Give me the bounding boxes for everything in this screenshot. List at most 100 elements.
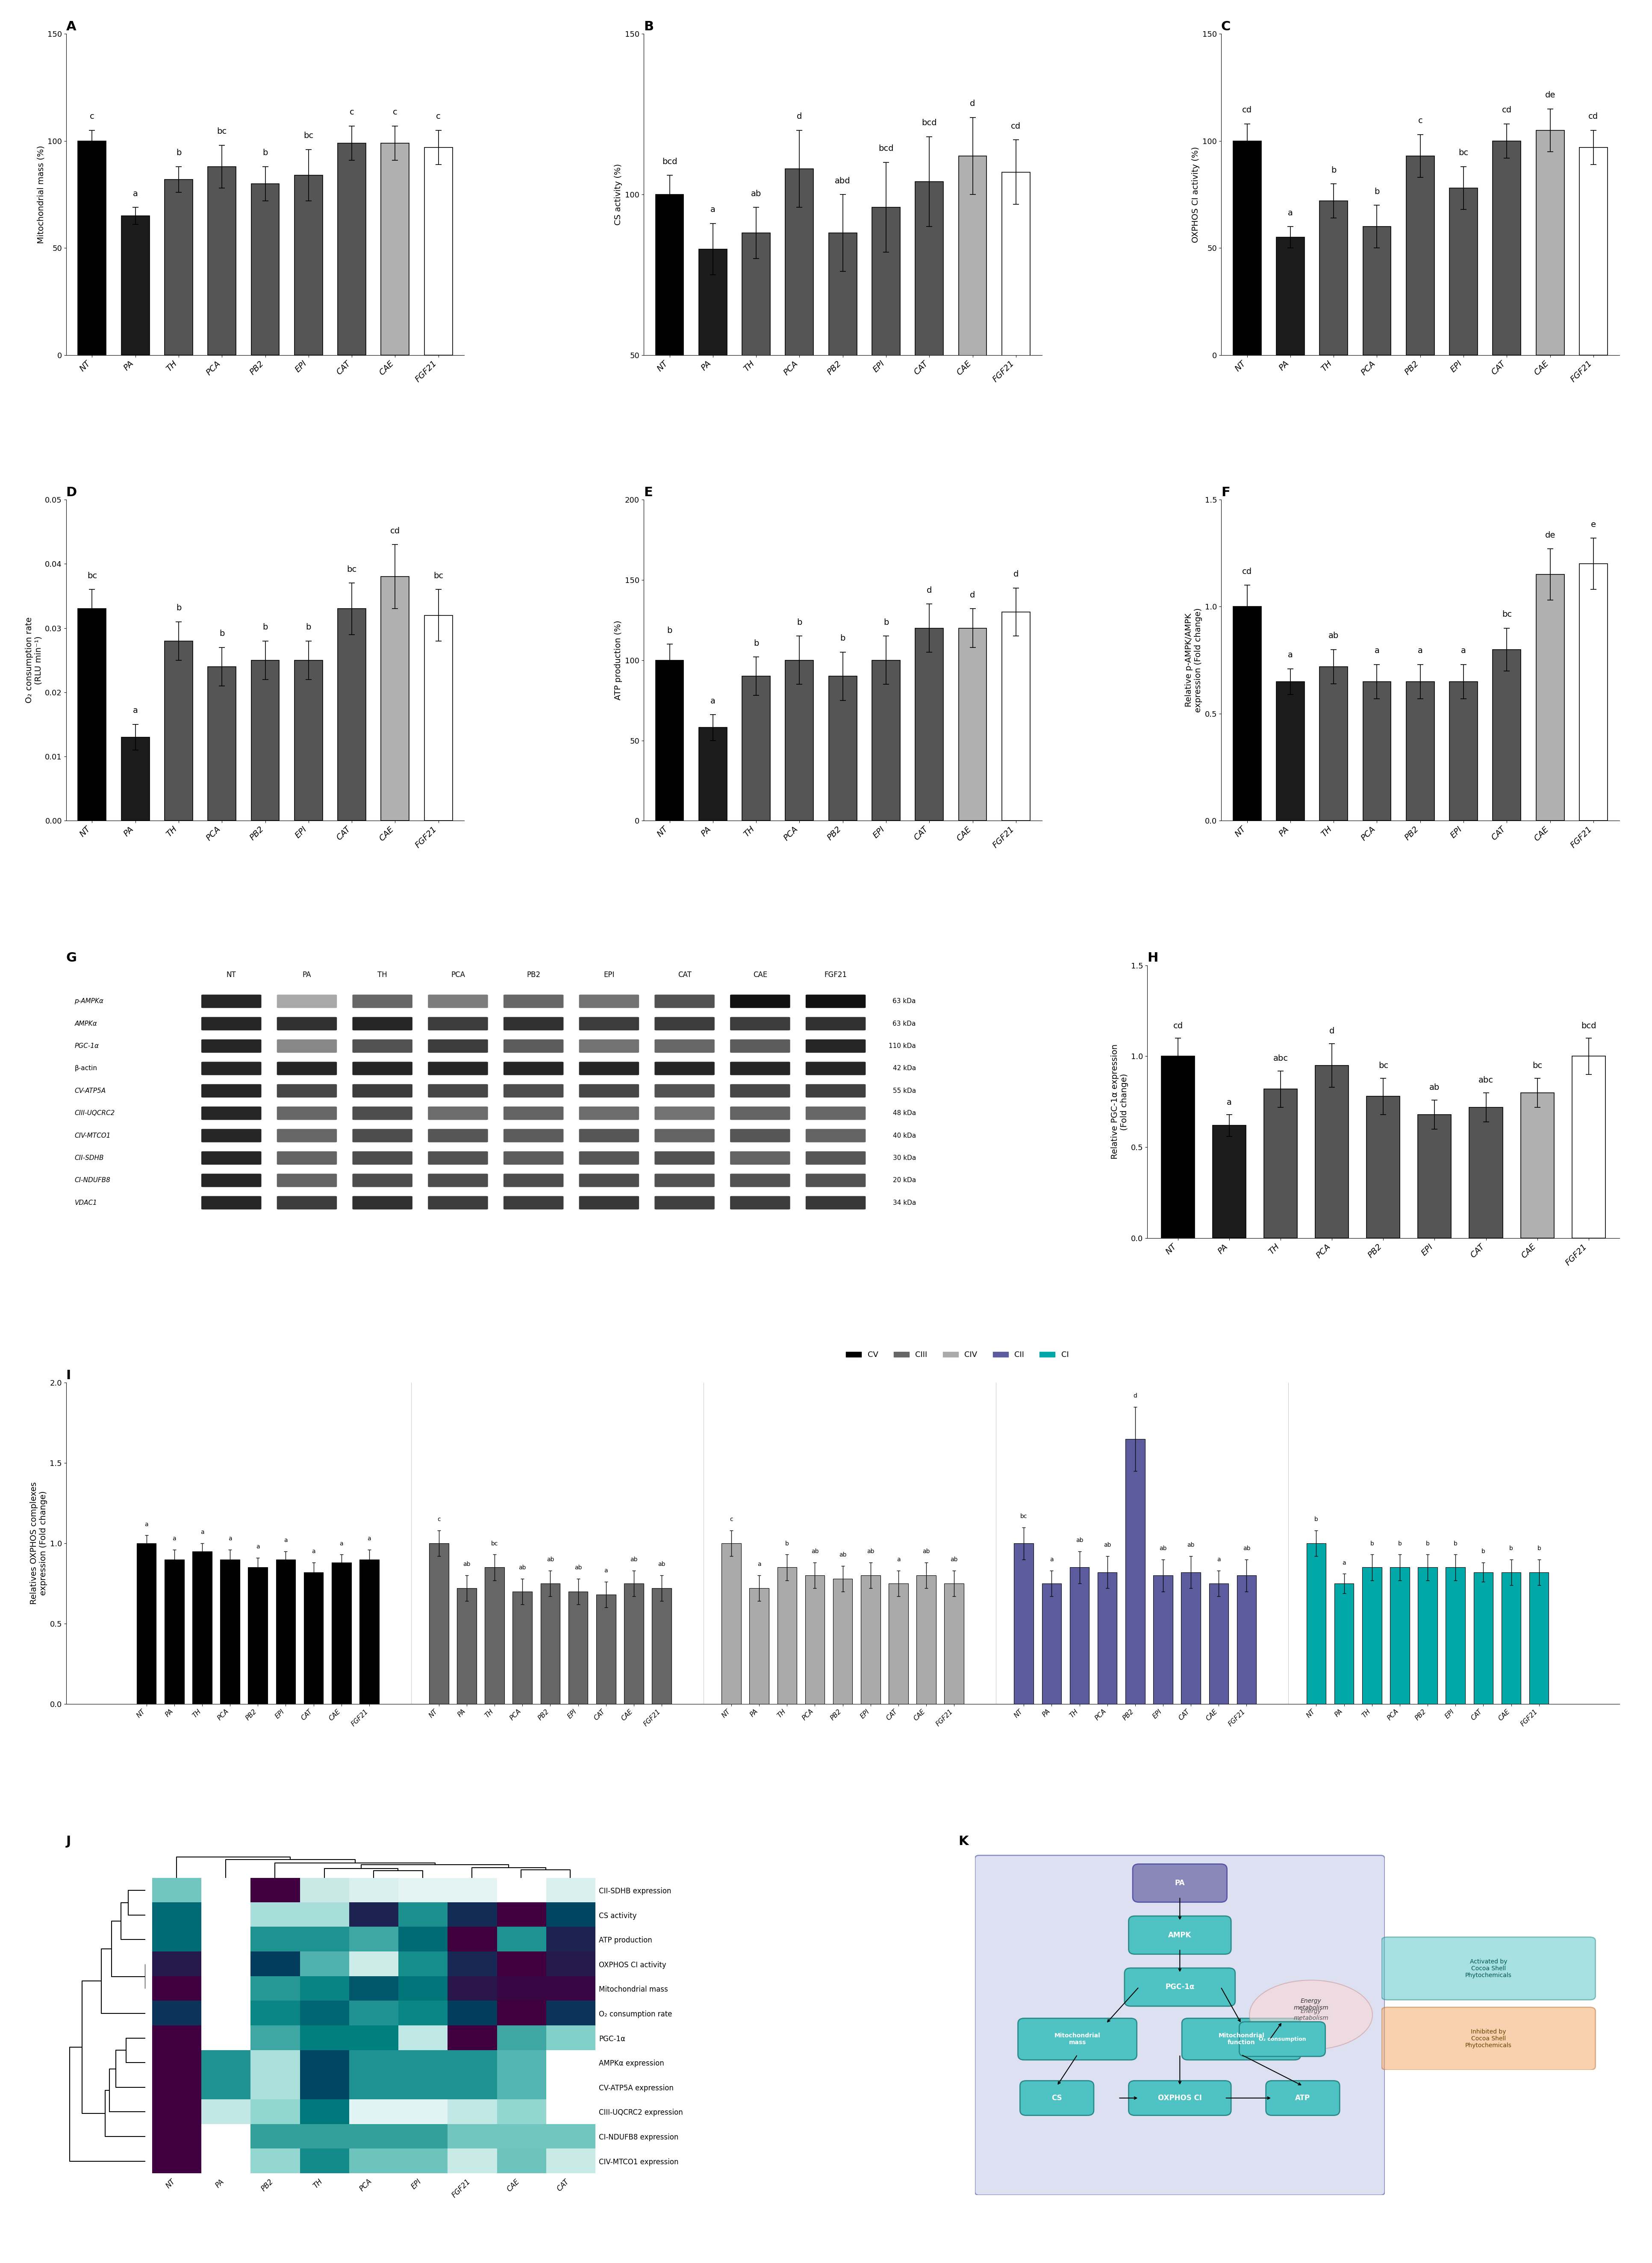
Text: VDAC1: VDAC1: [74, 1199, 97, 1206]
Bar: [872, 661, 900, 821]
Text: cd: cd: [1173, 1023, 1183, 1030]
Text: a: a: [132, 706, 137, 715]
Text: ab: ab: [839, 1552, 846, 1557]
Text: 48 kDa: 48 kDa: [892, 1111, 915, 1116]
Text: 20 kDa: 20 kDa: [892, 1177, 915, 1184]
Text: 42 kDa: 42 kDa: [892, 1066, 915, 1073]
FancyBboxPatch shape: [1181, 2019, 1300, 2059]
FancyBboxPatch shape: [730, 1039, 790, 1052]
Text: c: c: [1417, 118, 1422, 124]
FancyBboxPatch shape: [806, 1061, 866, 1075]
Bar: [1417, 1113, 1450, 1238]
Text: PCA: PCA: [451, 971, 464, 980]
Text: cd: cd: [1502, 106, 1512, 113]
Text: cd: cd: [1011, 122, 1021, 131]
FancyBboxPatch shape: [278, 1039, 337, 1052]
FancyBboxPatch shape: [578, 1152, 639, 1165]
Bar: [1366, 1095, 1399, 1238]
Bar: [1315, 1066, 1348, 1238]
Text: A: A: [66, 20, 76, 34]
FancyBboxPatch shape: [578, 1039, 639, 1052]
Text: AMPK: AMPK: [1168, 1930, 1191, 1939]
FancyBboxPatch shape: [806, 1107, 866, 1120]
Text: cd: cd: [1588, 113, 1597, 120]
Text: bcd: bcd: [879, 145, 894, 154]
Text: cd: cd: [1242, 568, 1252, 575]
Text: a: a: [897, 1557, 900, 1561]
Bar: [915, 181, 943, 516]
Bar: [828, 233, 857, 516]
Bar: [1417, 1568, 1437, 1704]
Text: ab: ab: [1429, 1084, 1439, 1091]
Text: ab: ab: [1328, 631, 1338, 640]
Y-axis label: CS activity (%): CS activity (%): [615, 163, 623, 226]
Bar: [1014, 1543, 1032, 1704]
FancyBboxPatch shape: [202, 1039, 261, 1052]
Text: b: b: [1482, 1548, 1485, 1555]
Bar: [121, 215, 149, 355]
Text: a: a: [1287, 652, 1292, 659]
Text: ab: ab: [867, 1548, 874, 1555]
FancyBboxPatch shape: [730, 1129, 790, 1143]
Bar: [1579, 147, 1607, 355]
FancyBboxPatch shape: [428, 1152, 487, 1165]
Bar: [1446, 1568, 1465, 1704]
Text: d: d: [927, 586, 932, 595]
Bar: [1097, 1573, 1117, 1704]
Text: d: d: [1328, 1027, 1335, 1036]
Bar: [945, 1584, 963, 1704]
Text: b: b: [263, 149, 268, 156]
FancyBboxPatch shape: [202, 1016, 261, 1030]
FancyBboxPatch shape: [730, 1107, 790, 1120]
FancyBboxPatch shape: [1125, 1969, 1234, 2007]
Text: de: de: [1545, 91, 1555, 100]
FancyBboxPatch shape: [504, 1061, 563, 1075]
Text: b: b: [1454, 1541, 1457, 1546]
Text: c: c: [436, 113, 441, 120]
Text: b: b: [1330, 165, 1336, 174]
Text: c: c: [89, 113, 94, 120]
Text: bc: bc: [491, 1541, 497, 1546]
FancyBboxPatch shape: [1128, 1917, 1231, 1955]
FancyBboxPatch shape: [504, 1129, 563, 1143]
Bar: [833, 1580, 852, 1704]
Bar: [337, 609, 365, 821]
Bar: [872, 208, 900, 516]
Bar: [1449, 681, 1477, 821]
Text: a: a: [367, 1537, 372, 1541]
Bar: [568, 1591, 588, 1704]
Bar: [958, 629, 986, 821]
Bar: [208, 668, 236, 821]
FancyBboxPatch shape: [428, 1197, 487, 1208]
Text: ab: ab: [575, 1564, 582, 1571]
Text: ATP: ATP: [1295, 2093, 1310, 2102]
Text: b: b: [177, 604, 182, 611]
FancyBboxPatch shape: [352, 1197, 413, 1208]
Y-axis label: O₂ consumption rate
(RLU min⁻¹): O₂ consumption rate (RLU min⁻¹): [25, 618, 43, 704]
Text: b: b: [1398, 1541, 1401, 1546]
FancyBboxPatch shape: [428, 1016, 487, 1030]
Text: d: d: [970, 591, 975, 600]
Text: CII-SDHB: CII-SDHB: [74, 1154, 104, 1161]
Bar: [699, 249, 727, 516]
FancyBboxPatch shape: [806, 1197, 866, 1208]
Text: ab: ab: [1186, 1541, 1194, 1548]
FancyBboxPatch shape: [730, 1084, 790, 1098]
Text: Energy
metabolism: Energy metabolism: [1294, 1998, 1328, 2012]
FancyBboxPatch shape: [504, 1084, 563, 1098]
Bar: [785, 661, 813, 821]
Bar: [917, 1575, 935, 1704]
FancyBboxPatch shape: [578, 1174, 639, 1188]
Bar: [337, 143, 365, 355]
FancyBboxPatch shape: [352, 1129, 413, 1143]
FancyBboxPatch shape: [730, 1197, 790, 1208]
FancyBboxPatch shape: [806, 996, 866, 1007]
Bar: [332, 1561, 352, 1704]
Bar: [1213, 1125, 1246, 1238]
Bar: [382, 577, 410, 821]
Text: D: D: [66, 487, 78, 498]
Bar: [624, 1584, 643, 1704]
Bar: [78, 140, 106, 355]
Text: C: C: [1221, 20, 1231, 34]
FancyBboxPatch shape: [730, 1152, 790, 1165]
